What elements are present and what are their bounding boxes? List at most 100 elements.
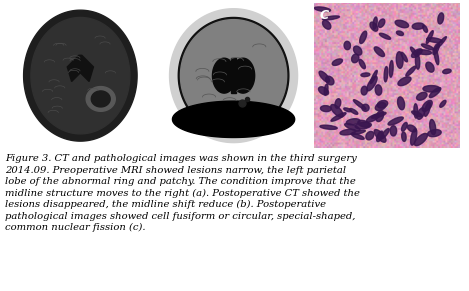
Polygon shape	[438, 13, 444, 24]
Polygon shape	[430, 120, 436, 135]
Polygon shape	[324, 84, 328, 95]
Polygon shape	[375, 103, 386, 111]
Polygon shape	[322, 16, 340, 20]
Polygon shape	[359, 59, 365, 69]
Polygon shape	[398, 77, 411, 86]
Polygon shape	[371, 70, 377, 84]
Polygon shape	[423, 86, 440, 92]
Polygon shape	[360, 31, 367, 44]
Polygon shape	[355, 122, 371, 129]
Polygon shape	[366, 114, 379, 122]
Polygon shape	[401, 52, 408, 62]
Polygon shape	[422, 100, 432, 111]
Polygon shape	[377, 131, 383, 142]
Polygon shape	[320, 125, 337, 129]
Polygon shape	[67, 55, 93, 81]
Polygon shape	[408, 125, 416, 132]
Polygon shape	[231, 58, 255, 93]
Polygon shape	[381, 129, 389, 139]
Polygon shape	[332, 59, 342, 65]
Polygon shape	[323, 20, 331, 29]
Polygon shape	[375, 85, 382, 95]
Polygon shape	[346, 119, 360, 125]
Polygon shape	[353, 100, 366, 109]
Polygon shape	[415, 133, 427, 146]
Polygon shape	[434, 48, 439, 65]
Polygon shape	[361, 86, 367, 95]
Polygon shape	[344, 108, 351, 112]
Polygon shape	[366, 132, 374, 140]
Polygon shape	[426, 31, 433, 44]
Polygon shape	[427, 38, 442, 42]
Polygon shape	[411, 49, 422, 57]
Polygon shape	[349, 109, 358, 114]
Polygon shape	[374, 129, 386, 142]
Polygon shape	[426, 62, 434, 72]
Polygon shape	[371, 112, 386, 118]
Polygon shape	[352, 134, 364, 139]
Polygon shape	[377, 100, 388, 108]
Polygon shape	[331, 104, 343, 117]
Polygon shape	[417, 108, 425, 119]
Polygon shape	[354, 46, 362, 55]
Polygon shape	[395, 20, 408, 28]
Polygon shape	[440, 100, 446, 107]
Polygon shape	[396, 52, 403, 68]
Polygon shape	[433, 43, 439, 55]
Polygon shape	[412, 23, 424, 29]
Polygon shape	[314, 7, 331, 12]
Polygon shape	[374, 47, 385, 56]
Polygon shape	[331, 113, 346, 121]
Polygon shape	[318, 87, 329, 95]
Polygon shape	[396, 31, 403, 36]
Polygon shape	[370, 22, 378, 31]
Polygon shape	[351, 130, 365, 135]
Polygon shape	[31, 17, 130, 134]
Polygon shape	[358, 120, 370, 127]
Polygon shape	[416, 92, 427, 100]
Polygon shape	[406, 66, 416, 76]
Polygon shape	[320, 106, 331, 112]
Polygon shape	[340, 129, 356, 135]
Polygon shape	[231, 58, 236, 93]
Text: C: C	[320, 9, 329, 22]
Polygon shape	[352, 54, 359, 63]
Polygon shape	[319, 71, 330, 82]
Polygon shape	[416, 54, 420, 69]
Polygon shape	[376, 111, 384, 122]
Polygon shape	[401, 123, 407, 131]
Polygon shape	[435, 37, 446, 49]
Polygon shape	[325, 76, 334, 85]
Polygon shape	[361, 73, 370, 77]
Polygon shape	[181, 20, 287, 132]
Polygon shape	[398, 97, 405, 110]
Text: B: B	[166, 9, 176, 22]
Polygon shape	[422, 44, 434, 50]
Polygon shape	[390, 126, 397, 136]
Polygon shape	[443, 69, 451, 74]
Polygon shape	[389, 61, 393, 77]
Polygon shape	[388, 117, 403, 125]
Polygon shape	[173, 101, 295, 137]
Polygon shape	[23, 10, 137, 141]
Polygon shape	[378, 19, 385, 27]
Polygon shape	[335, 99, 341, 108]
Text: Figure 3. CT and pathological images was shown in the third surgery
2014.09. Pre: Figure 3. CT and pathological images was…	[5, 154, 360, 233]
Polygon shape	[212, 58, 236, 93]
Polygon shape	[170, 9, 298, 143]
Polygon shape	[362, 104, 369, 111]
Polygon shape	[345, 123, 360, 131]
Polygon shape	[410, 47, 418, 56]
Polygon shape	[178, 17, 289, 134]
Polygon shape	[428, 129, 441, 137]
Polygon shape	[417, 50, 431, 55]
Polygon shape	[373, 17, 377, 29]
Polygon shape	[379, 33, 391, 39]
Polygon shape	[412, 111, 422, 117]
Polygon shape	[367, 76, 377, 91]
Polygon shape	[424, 102, 431, 116]
Polygon shape	[384, 66, 388, 82]
Polygon shape	[86, 87, 115, 111]
Polygon shape	[91, 91, 110, 107]
Polygon shape	[423, 25, 427, 32]
